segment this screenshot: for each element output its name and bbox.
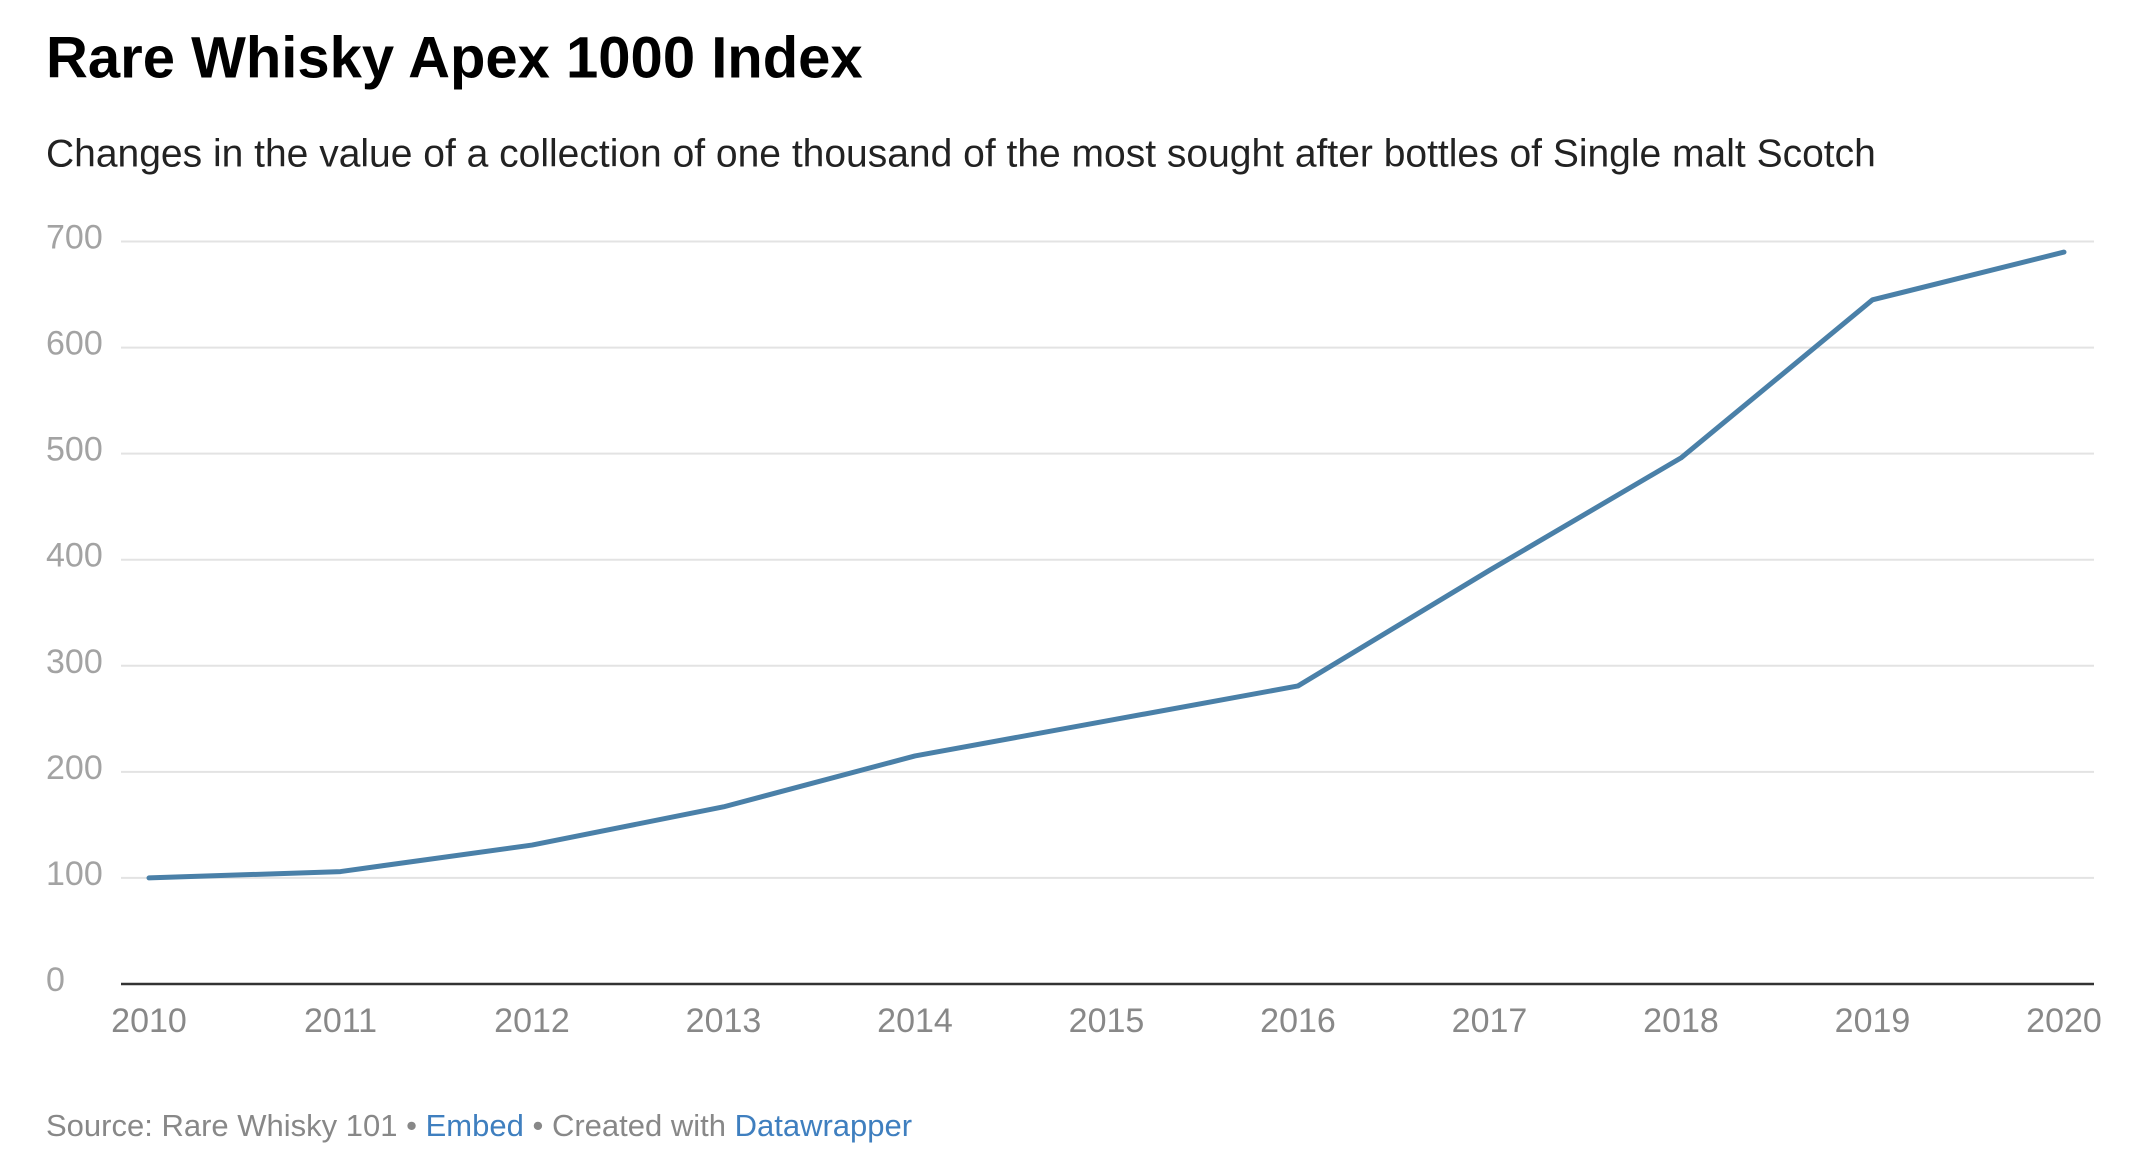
- x-tick-label: 2010: [111, 1002, 187, 1040]
- x-tick-label: 2014: [877, 1002, 953, 1040]
- x-tick-label: 2015: [1069, 1002, 1145, 1040]
- x-tick-label: 2016: [1260, 1002, 1336, 1040]
- x-tick-label: 2017: [1452, 1002, 1528, 1040]
- embed-link[interactable]: Embed: [425, 1108, 524, 1143]
- created-with: Created with: [551, 1108, 726, 1143]
- y-tick-label: 200: [46, 749, 103, 787]
- chart-title: Rare Whisky Apex 1000 Index: [46, 25, 863, 90]
- separator: •: [532, 1108, 544, 1143]
- chart-subtitle: Changes in the value of a collection of …: [46, 132, 1876, 175]
- x-tick-label: 2020: [2026, 1002, 2102, 1040]
- x-tick-label: 2011: [304, 1002, 377, 1040]
- footer: Source: Rare Whisky 101 • Embed • Create…: [46, 1108, 912, 1144]
- y-tick-label: 100: [46, 855, 103, 893]
- chart: Rare Whisky Apex 1000 Index Changes in t…: [46, 25, 2102, 1040]
- y-tick-label: 600: [46, 325, 103, 363]
- source: Source: Rare Whisky 101: [46, 1108, 398, 1143]
- y-tick-label: 700: [46, 218, 103, 256]
- x-tick-label: 2012: [494, 1002, 570, 1040]
- credit-link[interactable]: Datawrapper: [734, 1108, 913, 1143]
- data-line: [146, 249, 2067, 881]
- y-tick-label: 300: [46, 643, 103, 681]
- x-tick-label: 2019: [1835, 1002, 1911, 1040]
- y-tick-label: 0: [46, 961, 65, 999]
- x-tick-label: 2018: [1643, 1002, 1719, 1040]
- separator: •: [406, 1108, 417, 1143]
- y-tick-label: 400: [46, 537, 103, 575]
- x-tick-label: 2013: [686, 1002, 762, 1040]
- y-tick-label: 500: [46, 431, 103, 469]
